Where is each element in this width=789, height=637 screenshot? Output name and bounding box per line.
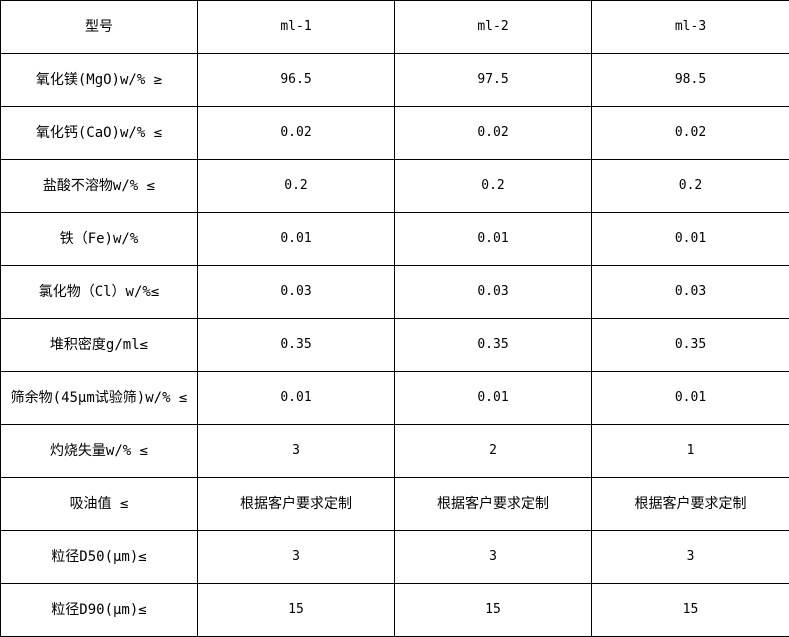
table-row: 铁（Fe)w/% 0.01 0.01 0.01 bbox=[0, 212, 789, 266]
header-row: 型号 ml-1 ml-2 ml-3 bbox=[0, 0, 789, 54]
table-row: 氧化镁(MgO)w/% ≥96.5 97.5 98.5 bbox=[0, 53, 789, 107]
row-label: 筛余物(45μm试验筛)w/% ≤ bbox=[0, 371, 198, 425]
value-cell: 2 bbox=[394, 424, 592, 478]
table-row: 堆积密度g/ml≤ 0.35 0.35 0.35 bbox=[0, 318, 789, 372]
value-cell: 0.01 bbox=[591, 371, 789, 425]
table-row: 吸油值 ≤ 根据客户要求定制 根据客户要求定制 根据客户要求定制 bbox=[0, 477, 789, 531]
value-cell: 1 bbox=[591, 424, 789, 478]
row-label: 氧化镁(MgO)w/% ≥ bbox=[0, 53, 198, 107]
value-cell: 0.35 bbox=[591, 318, 789, 372]
value-cell: 根据客户要求定制 bbox=[197, 477, 395, 531]
value-cell: 96.5 bbox=[197, 53, 395, 107]
value-cell: 97.5 bbox=[394, 53, 592, 107]
value-cell: 0.03 bbox=[591, 265, 789, 319]
value-cell: 0.35 bbox=[197, 318, 395, 372]
value-cell: 3 bbox=[591, 530, 789, 584]
value-cell: 0.2 bbox=[197, 159, 395, 213]
value-cell: 根据客户要求定制 bbox=[591, 477, 789, 531]
row-label: 铁（Fe)w/% bbox=[0, 212, 198, 266]
value-cell: 0.02 bbox=[197, 106, 395, 160]
table-row: 氯化物（Cl）w/%≤ 0.03 0.03 0.03 bbox=[0, 265, 789, 319]
table-row: 灼烧失量w/% ≤3 2 1 bbox=[0, 424, 789, 478]
row-label: 氯化物（Cl）w/%≤ bbox=[0, 265, 198, 319]
value-cell: 3 bbox=[197, 530, 395, 584]
value-cell: 15 bbox=[591, 583, 789, 637]
row-label: 氧化钙(CaO)w/% ≤ bbox=[0, 106, 198, 160]
value-cell: 3 bbox=[394, 530, 592, 584]
header-cell-ml-2: ml-2 bbox=[394, 0, 592, 54]
value-cell: 15 bbox=[394, 583, 592, 637]
value-cell: 0.01 bbox=[394, 212, 592, 266]
header-cell-model: 型号 bbox=[0, 0, 198, 54]
table-row: 氧化钙(CaO)w/% ≤0.02 0.02 0.02 bbox=[0, 106, 789, 160]
table-row: 粒径D50(μm)≤ 3 3 3 bbox=[0, 530, 789, 584]
value-cell: 0.02 bbox=[394, 106, 592, 160]
value-cell: 0.35 bbox=[394, 318, 592, 372]
header-cell-ml-3: ml-3 bbox=[591, 0, 789, 54]
row-label: 盐酸不溶物w/% ≤ bbox=[0, 159, 198, 213]
value-cell: 0.01 bbox=[197, 371, 395, 425]
value-cell: 0.03 bbox=[197, 265, 395, 319]
table-row: 筛余物(45μm试验筛)w/% ≤0.01 0.01 0.01 bbox=[0, 371, 789, 425]
value-cell: 0.02 bbox=[591, 106, 789, 160]
row-label: 堆积密度g/ml≤ bbox=[0, 318, 198, 372]
row-label: 吸油值 ≤ bbox=[0, 477, 198, 531]
row-label: 粒径D90(μm)≤ bbox=[0, 583, 198, 637]
value-cell: 0.2 bbox=[591, 159, 789, 213]
value-cell: 0.01 bbox=[591, 212, 789, 266]
header-cell-ml-1: ml-1 bbox=[197, 0, 395, 54]
value-cell: 0.01 bbox=[394, 371, 592, 425]
value-cell: 0.03 bbox=[394, 265, 592, 319]
value-cell: 98.5 bbox=[591, 53, 789, 107]
table-row: 粒径D90(μm)≤ 15 15 15 bbox=[0, 583, 789, 637]
value-cell: 0.2 bbox=[394, 159, 592, 213]
value-cell: 0.01 bbox=[197, 212, 395, 266]
value-cell: 15 bbox=[197, 583, 395, 637]
value-cell: 根据客户要求定制 bbox=[394, 477, 592, 531]
value-cell: 3 bbox=[197, 424, 395, 478]
row-label: 灼烧失量w/% ≤ bbox=[0, 424, 198, 478]
row-label: 粒径D50(μm)≤ bbox=[0, 530, 198, 584]
table-row: 盐酸不溶物w/% ≤0.2 0.2 0.2 bbox=[0, 159, 789, 213]
